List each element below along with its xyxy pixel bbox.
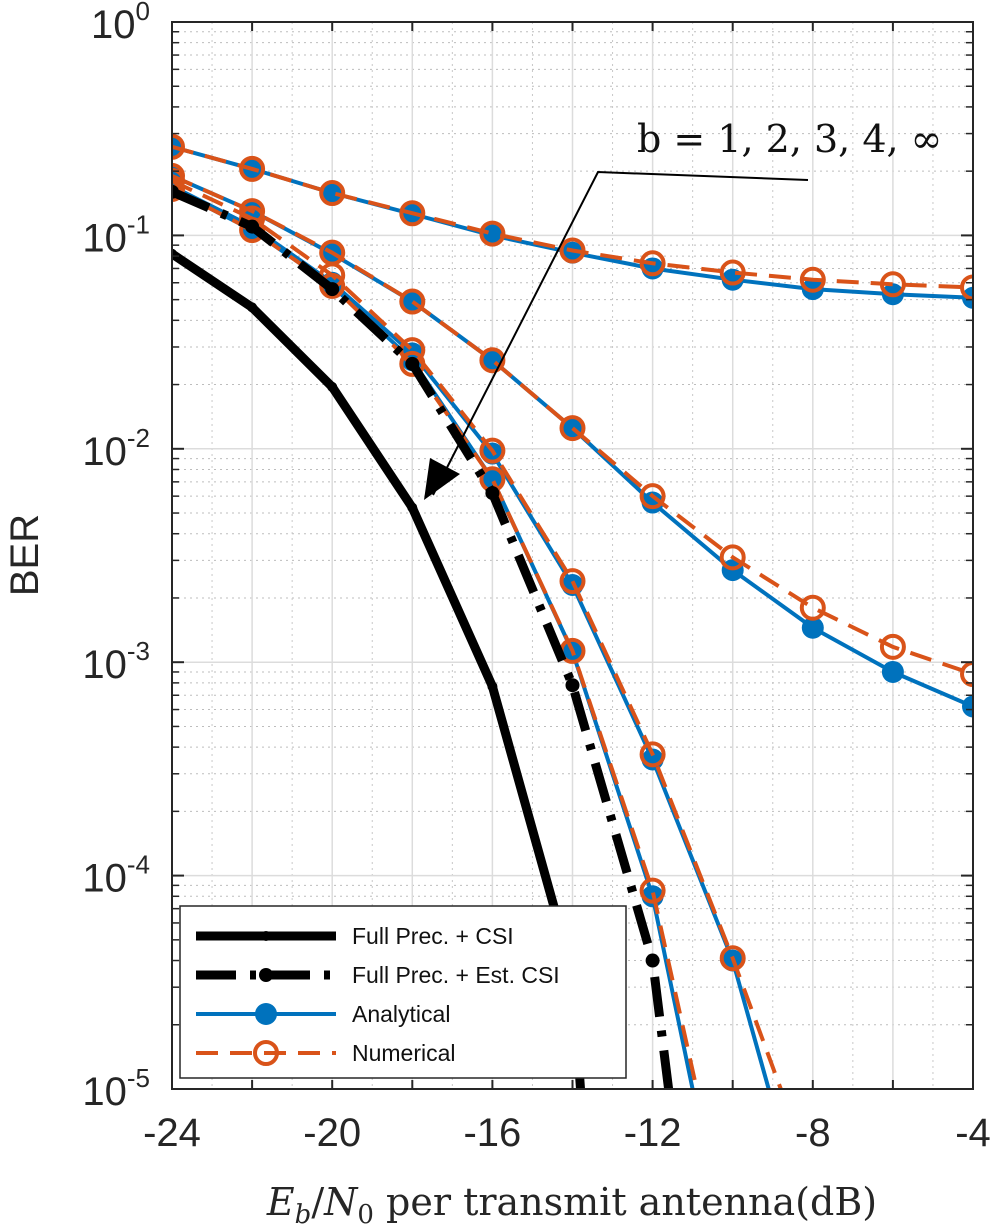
data-point [479,437,506,464]
data-point [960,661,973,688]
x-tick-label: -8 [795,1111,831,1155]
data-point [799,594,826,621]
y-tick-exponent: -5 [127,1063,150,1093]
data-point [641,491,664,514]
data-point [879,271,906,298]
series-line-numerical-b-2 [172,174,973,676]
data-point [479,347,506,374]
data-point [639,250,666,277]
data-point [481,468,504,491]
data-point [327,381,338,392]
data-point [239,155,266,182]
legend-marker-full-csi [261,931,271,941]
data-point [405,356,420,371]
series-line-numerical-b-1 [172,144,973,290]
x-tick-label: -24 [143,1111,201,1155]
y-tick-base: 10 [82,216,127,260]
y-tick-base: 10 [82,1070,127,1114]
x-axis-label: Eb/N0 per transmit antenna(dB) [266,1180,877,1230]
data-point [172,167,185,194]
legend-label-full-est: Full Prec. + Est. CSI [352,962,560,988]
data-point [962,695,973,718]
y-axis-label: BER [3,514,47,596]
axis-ticks [171,21,974,1090]
legend-entry-full-est: Full Prec. + Est. CSI [196,962,560,988]
series-line-numerical-b-3 [172,179,783,1089]
data-point [172,133,185,160]
y-tick-exponent: -1 [127,209,150,239]
y-tick-label: 100 [91,0,150,47]
data-point [799,266,826,293]
y-tick-base: 10 [82,643,127,687]
legend-entry-analytical: Analytical [196,1001,450,1027]
data-point [960,274,973,301]
data-point [399,200,426,227]
data-point [325,282,340,297]
legend-marker-analytical [255,1003,277,1025]
legend-marker-numerical [253,1040,279,1066]
data-point [319,180,346,207]
data-point [565,678,580,693]
legend-label-analytical: Analytical [352,1001,450,1027]
y-tick-label: 10-5 [82,1063,150,1114]
data-point [407,502,418,513]
legend-entry-numerical: Numerical [196,1040,456,1066]
y-tick-label: 10-2 [82,423,150,474]
annotation-arrowhead [424,458,460,500]
series-full-prec-est-csi [172,184,674,1089]
data-point [247,302,258,313]
legend-label-full-csi: Full Prec. + CSI [352,923,514,949]
data-point [719,945,746,972]
annotation: b = 1, 2, 3, 4, ∞ [424,117,942,500]
y-tick-base: 10 [82,857,127,901]
data-point [719,259,746,286]
data-point [559,237,586,264]
data-point [399,288,426,315]
x-tick-labels: -24 -20 -16 -12 -8 -4 [143,1111,991,1155]
y-tick-exponent: -3 [127,636,150,666]
legend-label-numerical: Numerical [352,1040,456,1066]
data-point [487,681,498,692]
data-point [639,741,666,768]
data-point [245,219,260,234]
data-point [719,544,746,571]
series-numerical-b-1 [172,133,973,301]
y-tick-exponent: 0 [136,0,150,26]
y-tick-base: 10 [91,3,136,47]
y-tick-label: 10-3 [82,636,150,687]
data-point [321,182,344,205]
data-point [559,568,586,595]
x-tick-label: -4 [955,1111,991,1155]
y-tick-label: 10-1 [82,209,150,260]
legend-marker-full-est [259,968,273,982]
data-point [479,220,506,247]
data-point [559,415,586,442]
data-point [645,953,660,968]
data-point [639,877,666,904]
x-tick-label: -12 [624,1111,682,1155]
data-point [172,184,179,199]
y-tick-base: 10 [82,430,127,474]
data-point [639,483,666,510]
x-tick-label: -20 [303,1111,361,1155]
annotation-leader-line [432,170,809,496]
legend: Full Prec. + CSI Full Prec. + Est. CSI A… [179,905,627,1079]
y-tick-exponent: -2 [127,423,150,453]
y-tick-label: 10-4 [82,850,150,901]
series-layer [172,133,973,1089]
data-point [172,175,185,202]
series-line-full-prec-est-csi [172,187,674,1089]
data-point [879,633,906,660]
x-tick-label: -16 [463,1111,521,1155]
data-point [399,350,426,377]
data-point [485,486,500,501]
annotation-text: b = 1, 2, 3, 4, ∞ [637,117,942,161]
data-point [801,616,824,639]
y-tick-exponent: -4 [127,850,150,880]
data-point [881,660,904,683]
legend-entry-full-csi: Full Prec. + CSI [196,923,514,949]
